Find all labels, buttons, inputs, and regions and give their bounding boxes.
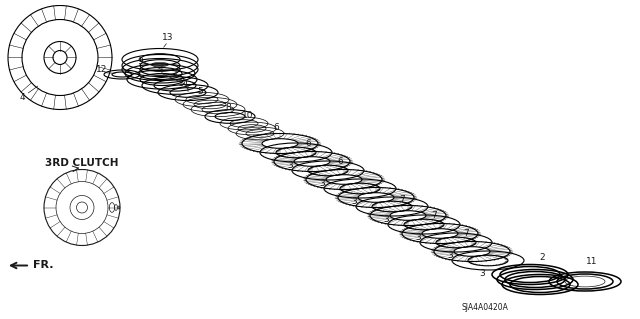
Text: 2: 2 xyxy=(539,253,545,262)
Text: 13: 13 xyxy=(163,33,173,42)
Text: 3: 3 xyxy=(383,215,389,224)
Text: 5: 5 xyxy=(197,87,203,96)
Text: SJA4A0420A: SJA4A0420A xyxy=(462,303,509,312)
Text: 3: 3 xyxy=(287,161,293,170)
Text: 11: 11 xyxy=(586,257,598,266)
Text: 6: 6 xyxy=(337,157,343,166)
Text: 3: 3 xyxy=(447,251,453,260)
Text: 10: 10 xyxy=(243,111,253,120)
Text: 12: 12 xyxy=(96,65,108,74)
Text: 6: 6 xyxy=(273,123,279,132)
Text: 14: 14 xyxy=(179,79,189,88)
Text: 3: 3 xyxy=(319,179,325,188)
Text: 7: 7 xyxy=(463,229,469,238)
Text: 8: 8 xyxy=(225,103,231,112)
Text: 1: 1 xyxy=(173,69,179,78)
Text: 3: 3 xyxy=(351,197,357,206)
Text: 3: 3 xyxy=(479,269,485,278)
Text: 9: 9 xyxy=(137,57,143,66)
Text: 6: 6 xyxy=(305,139,311,148)
Text: FR.: FR. xyxy=(33,261,54,271)
Text: 7: 7 xyxy=(399,195,405,204)
Text: 7: 7 xyxy=(431,211,437,220)
Text: 3RD CLUTCH: 3RD CLUTCH xyxy=(45,158,118,167)
Text: 3: 3 xyxy=(415,233,421,242)
Text: 4: 4 xyxy=(19,93,25,102)
